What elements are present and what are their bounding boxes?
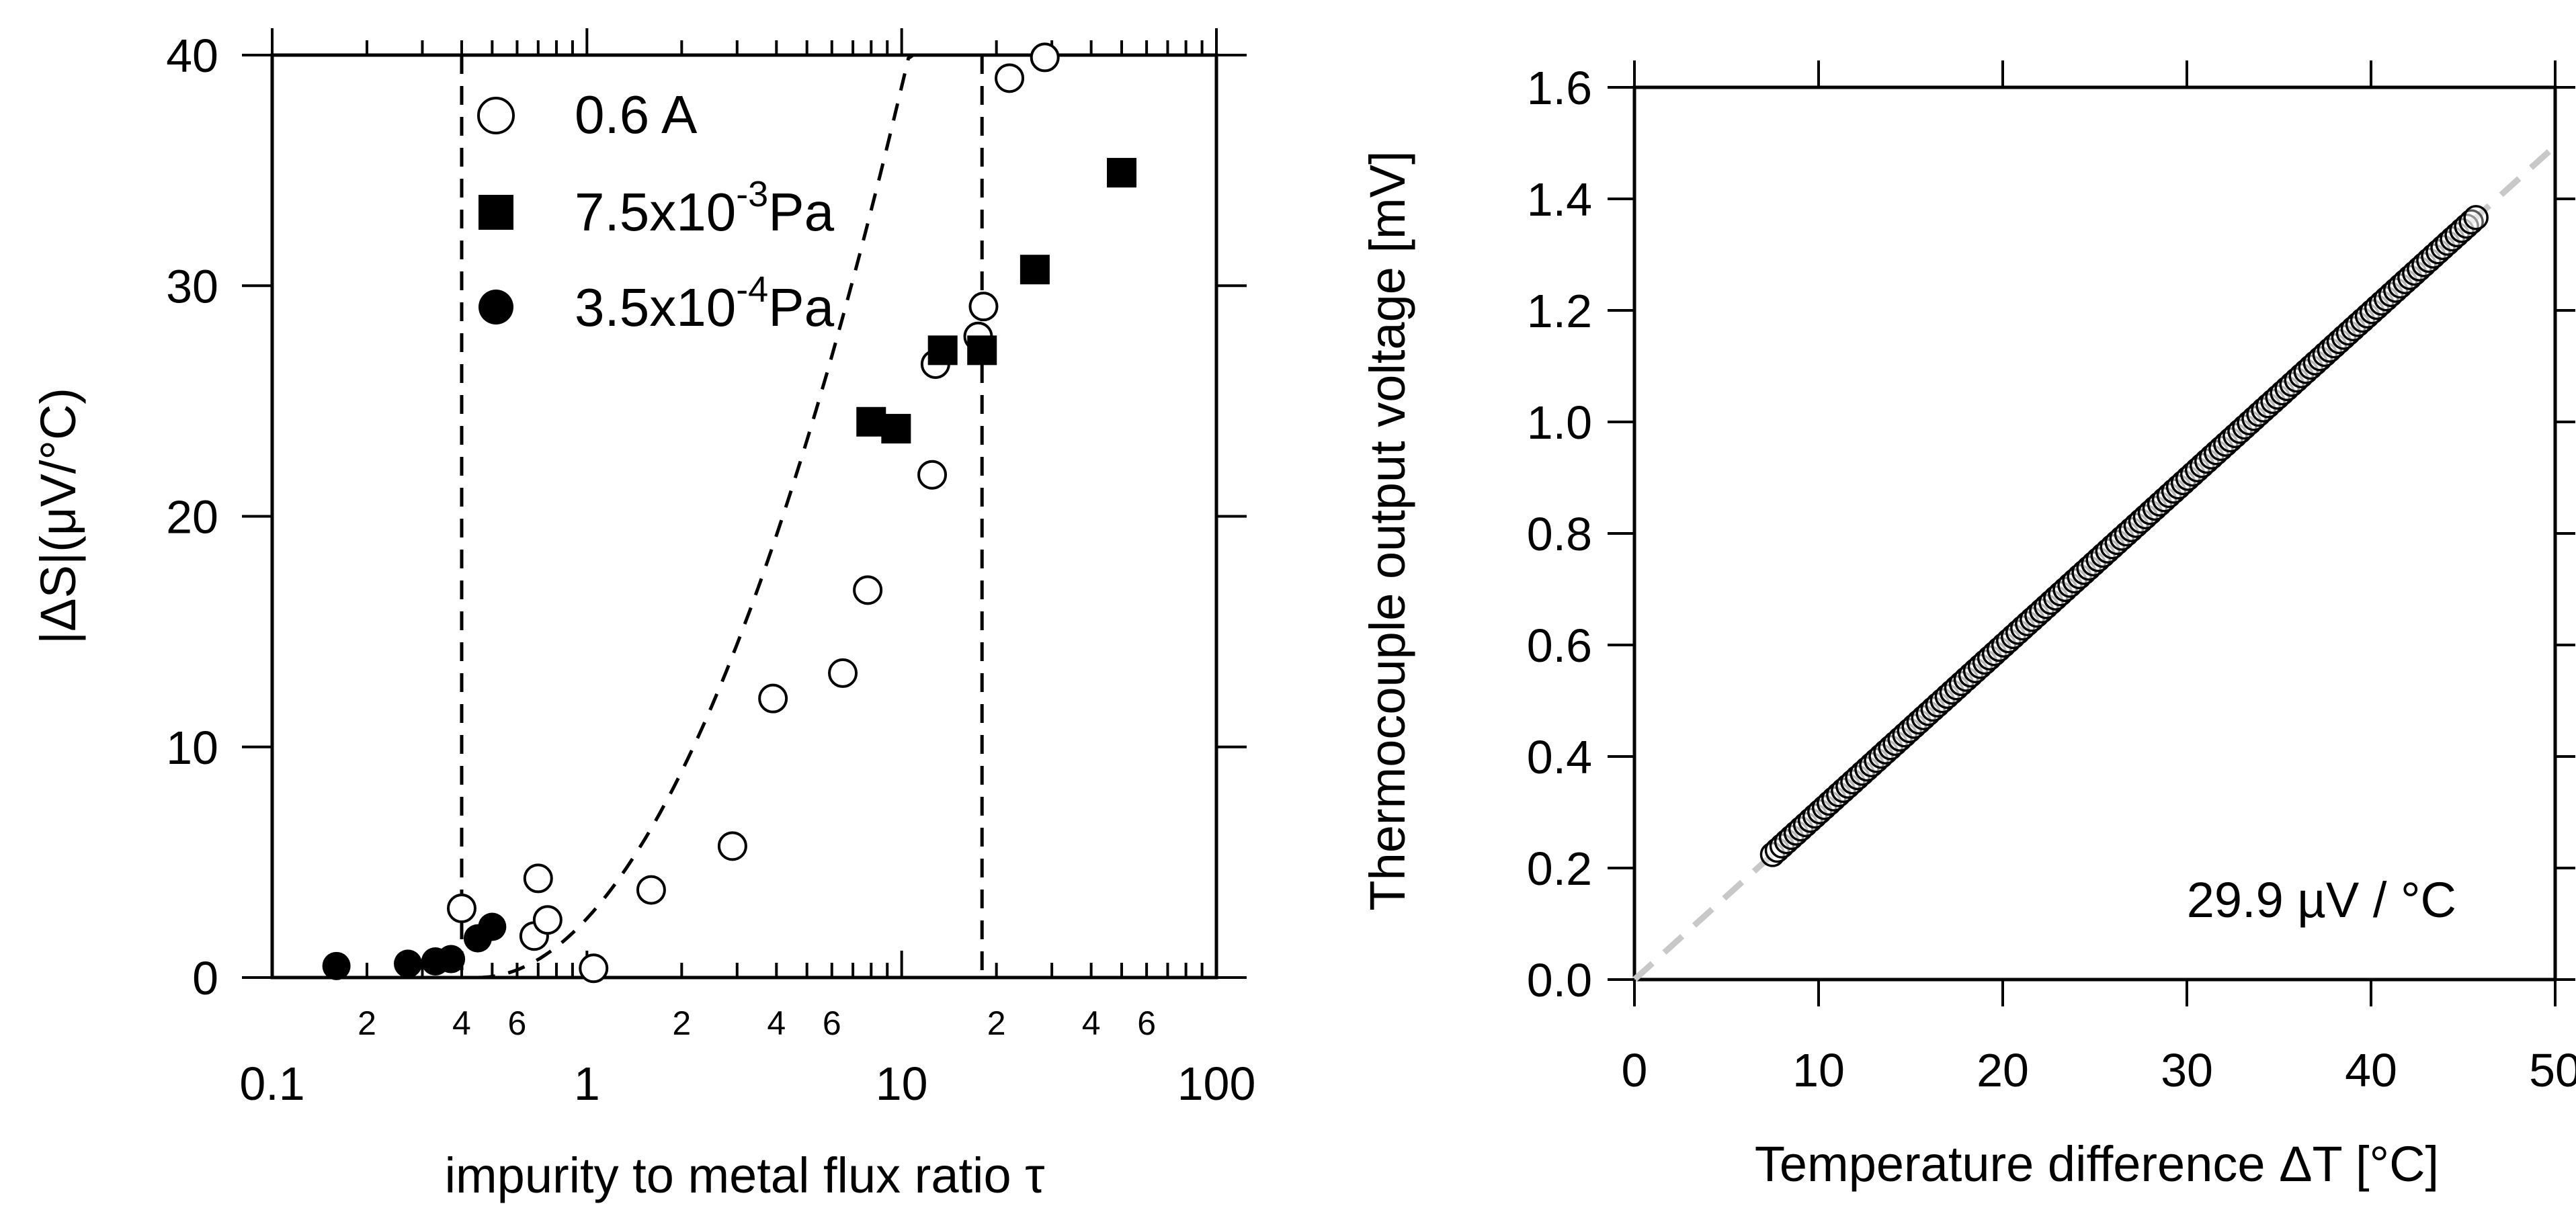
data-point-open-circle	[917, 460, 948, 490]
x-tick-label-right: 40	[2345, 1044, 2397, 1096]
data-points-left	[322, 42, 1137, 984]
slope-annotation: 29.9 µV / °C	[2187, 872, 2456, 928]
data-point-open-circle	[968, 292, 999, 322]
data-point-open-circle	[579, 953, 609, 984]
y-tick-label-right: 0.6	[1527, 619, 1592, 672]
data-point-open-circle	[2463, 205, 2489, 230]
x-tick-label-right: 20	[1977, 1044, 2029, 1096]
data-point-open-circle	[1030, 42, 1060, 73]
y-tick-label-right: 0.2	[1527, 842, 1592, 895]
x-tick-label-left: 10	[876, 1057, 928, 1110]
legend-label-0-6a: 0.6 A	[575, 85, 698, 144]
y-tick-label-left: 10	[166, 722, 218, 774]
legend-filled-circle-marker	[479, 290, 513, 325]
data-point-filled-circle	[394, 949, 423, 978]
x-tick-label-right: 50	[2529, 1044, 2576, 1096]
data-point-filled-square	[967, 335, 997, 365]
data-point-filled-circle	[478, 912, 507, 941]
chart-right: 0 10 20 30 40 50 0.0 0.2 0.4 0.6 0.8 1.0 1.2 1.4 1.6 2…	[1360, 60, 2576, 1192]
y-tick-label-right: 0.0	[1527, 954, 1592, 1006]
x-tick-label-right: 10	[1792, 1044, 1845, 1096]
x-tick-label-left: 0.1	[239, 1057, 304, 1110]
y-tick-label-right: 0.8	[1527, 508, 1592, 560]
x-tick-label-right: 30	[2161, 1044, 2213, 1096]
x-axis-label-left: impurity to metal flux ratio τ	[445, 1148, 1045, 1203]
data-point-open-circle	[636, 875, 666, 905]
data-point-open-circle	[828, 658, 858, 688]
y-axis-label-right: Thermocouple output voltage [mV]	[1360, 150, 1415, 910]
data-point-open-circle	[853, 575, 883, 605]
x-minor-tick-label: 2	[672, 1004, 691, 1042]
data-point-filled-square	[927, 335, 958, 365]
data-point-open-circle	[717, 831, 747, 861]
data-point-open-circle	[995, 63, 1025, 93]
data-point-filled-square	[856, 406, 886, 437]
data-point-open-circle	[446, 894, 476, 924]
x-minor-tick-label: 4	[1082, 1004, 1101, 1042]
legend-label-7-5e-3pa: 7.5x10-3Pa	[575, 174, 835, 242]
data-point-filled-circle	[322, 951, 351, 980]
data-point-filled-circle	[437, 945, 466, 974]
data-point-open-circle	[523, 863, 553, 894]
y-tick-label-left: 40	[166, 30, 218, 82]
data-point-filled-square	[881, 414, 911, 444]
x-minor-tick-label: 6	[508, 1004, 527, 1042]
x-tick-label-left: 1	[574, 1057, 600, 1110]
data-points-right	[1759, 205, 2489, 867]
y-tick-label-left: 0	[192, 952, 218, 1004]
x-minor-tick-label: 4	[767, 1004, 786, 1042]
data-point-filled-square	[1107, 158, 1137, 188]
y-axis-label-left: |ΔS|(μV/°C)	[30, 388, 86, 644]
legend-filled-square-marker	[479, 195, 513, 230]
x-tick-label-left: 100	[1177, 1057, 1256, 1110]
fit-curve-left	[477, 53, 1052, 980]
ticks-right: 0 10 20 30 40 50 0.0 0.2 0.4 0.6 0.8 1.0 1.2 1.4 1.6	[1527, 60, 2576, 1096]
x-minor-tick-label: 6	[823, 1004, 841, 1042]
y-tick-label-left: 30	[166, 260, 218, 312]
y-tick-label-right: 1.4	[1527, 173, 1592, 226]
y-tick-label-left: 20	[166, 491, 218, 544]
y-tick-label-right: 1.2	[1527, 285, 1592, 337]
y-tick-label-right: 1.0	[1527, 396, 1592, 449]
x-minor-tick-label: 6	[1137, 1004, 1156, 1042]
data-point-filled-square	[1020, 255, 1050, 285]
y-tick-label-right: 0.4	[1527, 731, 1592, 783]
legend-open-circle-marker	[477, 97, 515, 134]
legend: 0.6 A 7.5x10-3Pa 3.5x10-4Pa	[477, 85, 835, 337]
legend-label-3-5e-4pa: 3.5x10-4Pa	[575, 269, 835, 337]
x-minor-tick-label: 2	[987, 1004, 1006, 1042]
data-point-open-circle	[532, 905, 563, 935]
x-minor-tick-label: 2	[358, 1004, 376, 1042]
x-tick-label-right: 0	[1622, 1044, 1648, 1096]
x-minor-tick-label: 4	[452, 1004, 471, 1042]
data-point-open-circle	[758, 683, 788, 714]
y-tick-label-right: 1.6	[1527, 62, 1592, 114]
x-axis-label-right: Temperature difference ΔT [°C]	[1755, 1136, 2439, 1192]
